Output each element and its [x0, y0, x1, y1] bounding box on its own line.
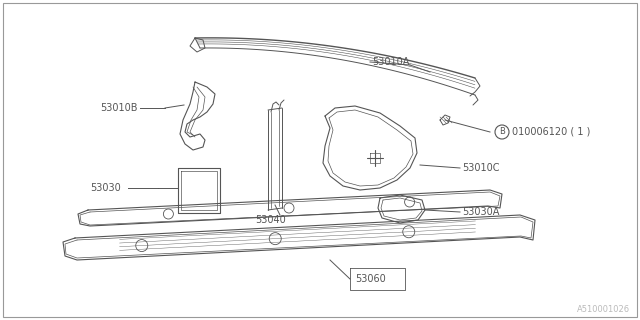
Text: 53010A: 53010A	[372, 57, 410, 67]
Text: 53060: 53060	[355, 274, 386, 284]
Text: A510001026: A510001026	[577, 305, 630, 314]
Text: B: B	[499, 127, 505, 137]
Text: 010006120 ( 1 ): 010006120 ( 1 )	[512, 127, 590, 137]
Text: 53040: 53040	[255, 215, 285, 225]
Text: 53010C: 53010C	[462, 163, 499, 173]
Text: 53030: 53030	[90, 183, 121, 193]
Text: 53030A: 53030A	[462, 207, 499, 217]
Text: 53010B: 53010B	[100, 103, 138, 113]
